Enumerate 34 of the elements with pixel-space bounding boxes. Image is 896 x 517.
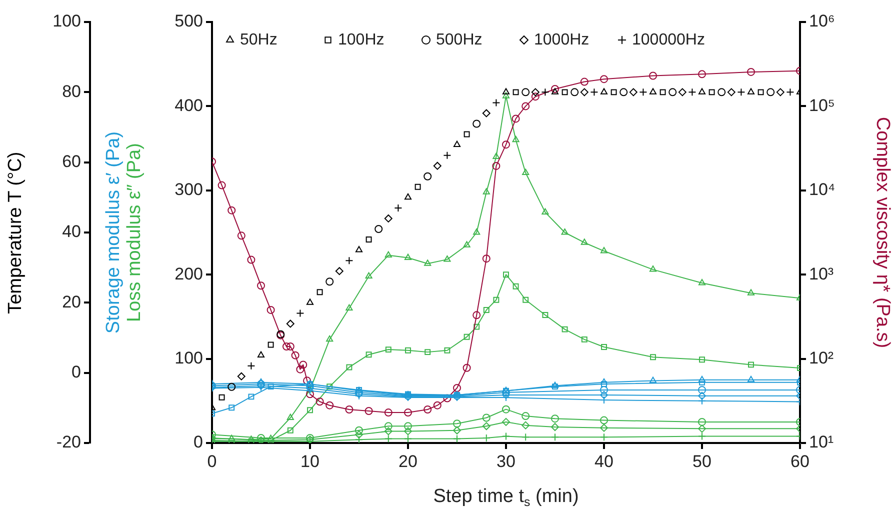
y3-axis-title: Temperature T (°C) bbox=[5, 152, 26, 314]
y2-tick-label: 10⁶ bbox=[809, 12, 835, 31]
legend-label: 500Hz bbox=[436, 31, 482, 48]
y-tick-label: 100 bbox=[174, 348, 203, 368]
y-tick-label: 0 bbox=[194, 432, 203, 452]
legend-label: 50Hz bbox=[240, 31, 278, 48]
y2-axis-title: Complex viscosity η* (Pa.s) bbox=[872, 116, 893, 348]
y-tick-label: 500 bbox=[174, 12, 203, 31]
x-tick-label: 10 bbox=[300, 452, 320, 471]
y-tick-label: 200 bbox=[174, 264, 203, 284]
y3-tick-label: -20 bbox=[56, 432, 81, 452]
x-tick-label: 40 bbox=[594, 452, 614, 471]
y3-tick-label: 0 bbox=[72, 362, 81, 382]
y2-tick-label: 10¹ bbox=[809, 432, 834, 452]
y-axis-title: Storage modulus ε′ (Pa) Loss modulus ε″ (Pa) bbox=[103, 131, 146, 334]
y2-tick-label: 10² bbox=[809, 348, 834, 368]
y2-tick-label: 10³ bbox=[809, 264, 834, 284]
y3-tick-label: 80 bbox=[62, 82, 81, 101]
x-tick-label: 50 bbox=[692, 452, 712, 471]
y3-tick-label: 100 bbox=[52, 12, 81, 31]
legend-label: 100Hz bbox=[338, 31, 384, 48]
y3-tick-label: 40 bbox=[62, 222, 81, 242]
y2-tick-label: 10⁵ bbox=[809, 96, 835, 115]
y-tick-label: 400 bbox=[174, 96, 203, 115]
legend-label: 100000Hz bbox=[632, 31, 705, 48]
y2-tick-label: 10⁴ bbox=[809, 180, 836, 200]
y-tick-label: 300 bbox=[174, 180, 203, 200]
x-tick-label: 60 bbox=[790, 452, 810, 471]
x-tick-label: 0 bbox=[207, 452, 217, 471]
x-tick-label: 20 bbox=[398, 452, 418, 471]
x-tick-label: 30 bbox=[496, 452, 516, 471]
legend-label: 1000Hz bbox=[534, 31, 590, 48]
y3-tick-label: 60 bbox=[62, 152, 81, 172]
y3-tick-label: 20 bbox=[62, 292, 81, 312]
